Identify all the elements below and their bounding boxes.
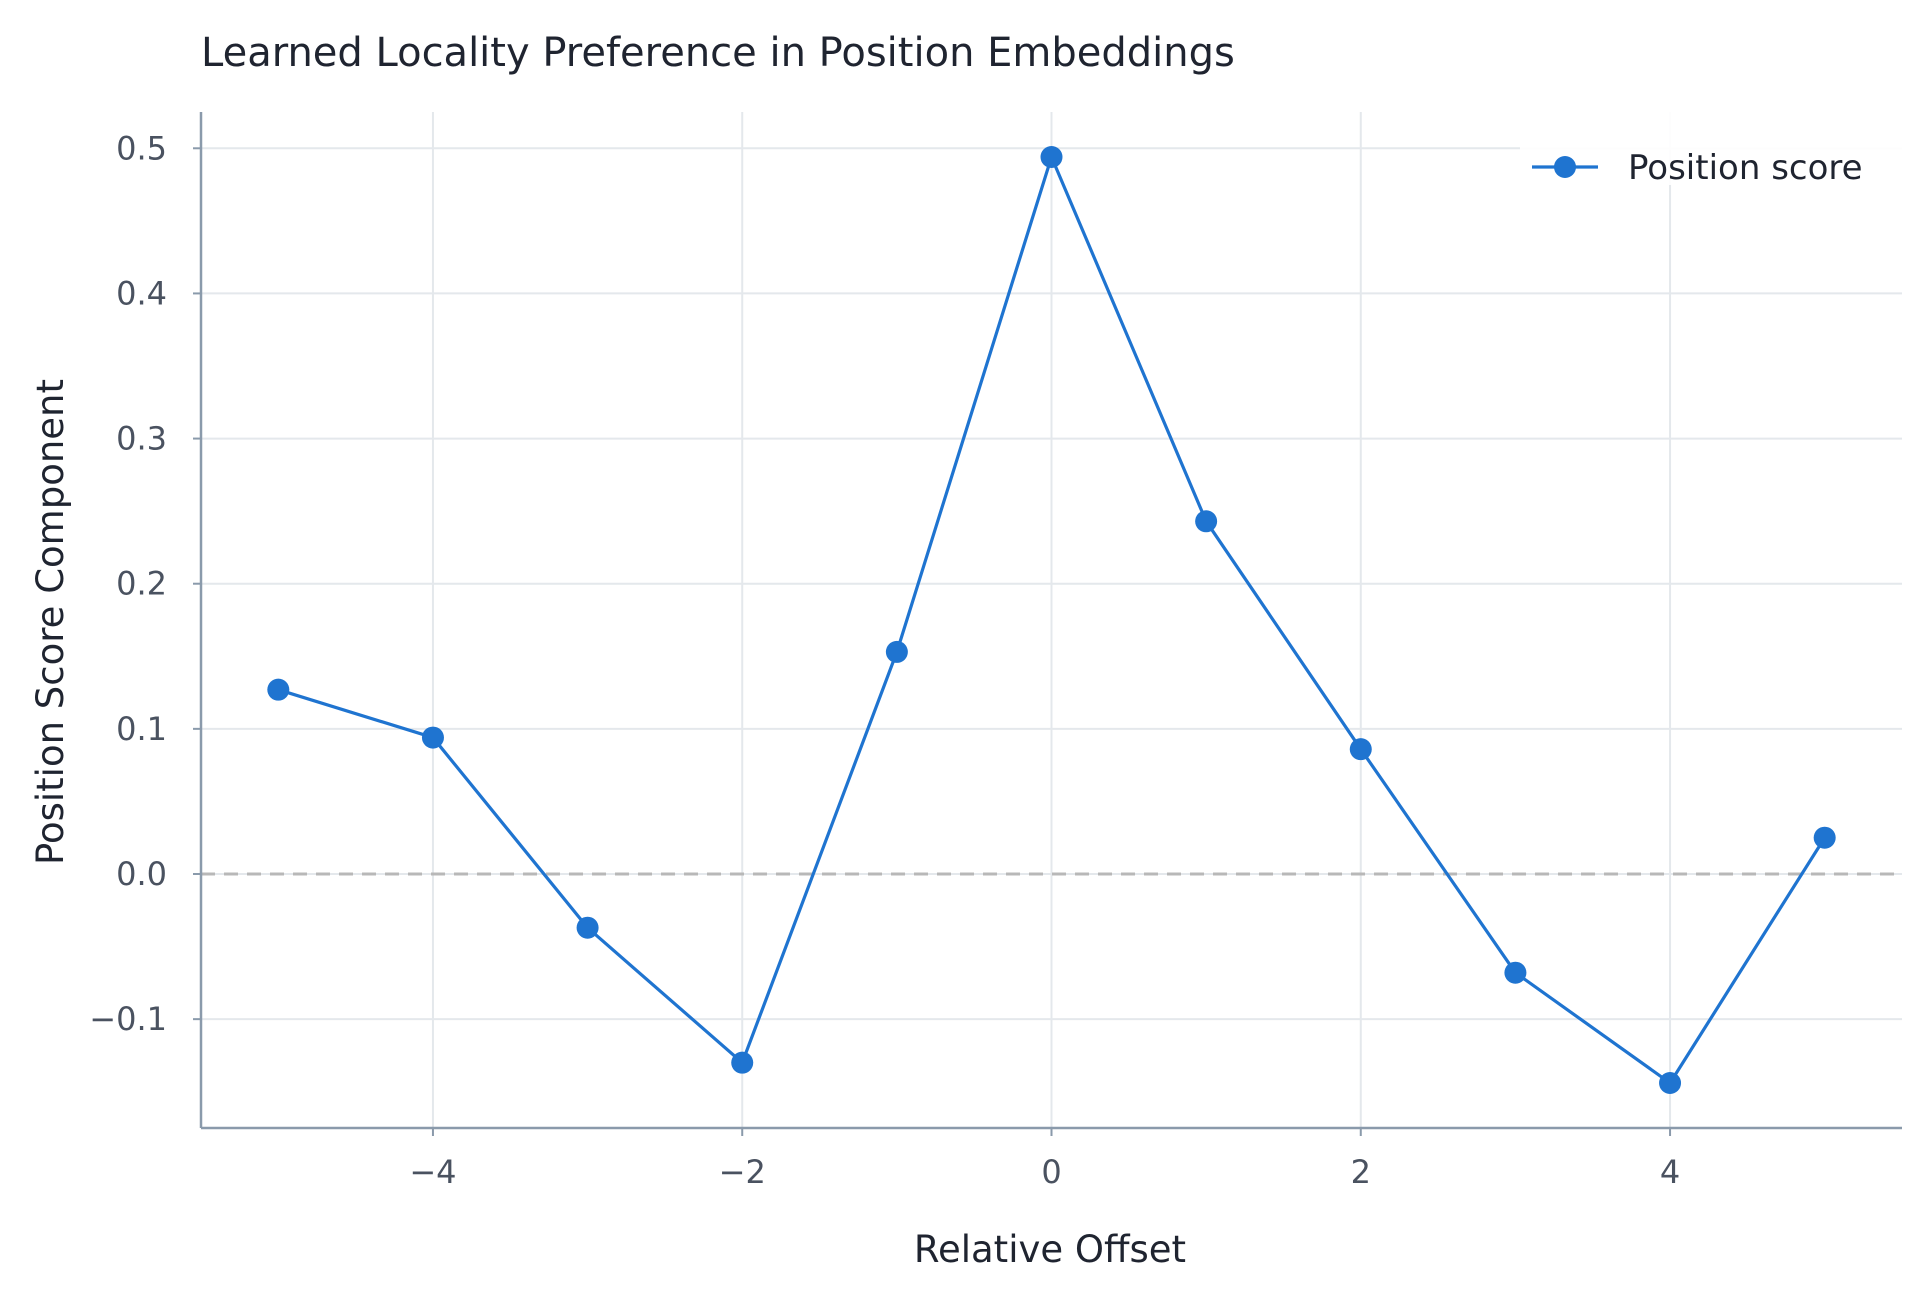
y-tick-label: 0.5 <box>116 129 167 167</box>
y-tick-label: 0.1 <box>116 710 167 748</box>
legend-marker <box>1554 156 1576 178</box>
data-point <box>1349 738 1372 761</box>
x-axis-ticks: −4 −2 0 2 4 <box>409 1128 1680 1191</box>
y-tick-label: 0.2 <box>116 565 167 603</box>
y-tick-label: 0.0 <box>116 855 167 893</box>
chart-title: Learned Locality Preference in Position … <box>201 30 1235 76</box>
x-tick-label: 4 <box>1660 1153 1680 1191</box>
y-tick-label: 0.4 <box>116 274 167 312</box>
x-tick-label: 0 <box>1041 1153 1061 1191</box>
x-tick-label: −4 <box>409 1153 456 1191</box>
data-point <box>1040 145 1063 168</box>
series <box>267 145 1836 1095</box>
y-axis-ticks: −0.1 0.0 0.1 0.2 0.3 0.4 0.5 <box>89 129 201 1038</box>
x-tick-label: 2 <box>1351 1153 1371 1191</box>
y-tick-label: −0.1 <box>89 1000 167 1038</box>
legend-box <box>1520 105 1910 185</box>
y-axis-label: Position Score Component <box>29 379 72 865</box>
legend: Position score <box>1520 105 1910 188</box>
data-point <box>885 640 908 663</box>
x-tick-label: −2 <box>719 1153 766 1191</box>
data-point <box>421 726 444 749</box>
y-tick-label: 0.3 <box>116 420 167 458</box>
data-point <box>1813 826 1836 849</box>
data-point <box>731 1051 754 1074</box>
data-point <box>576 916 599 939</box>
data-point <box>1195 510 1218 533</box>
data-point <box>1504 961 1527 984</box>
legend-label: Position score <box>1628 148 1863 188</box>
x-axis-label: Relative Offset <box>914 1228 1186 1271</box>
grid <box>201 112 1902 1128</box>
data-point <box>267 678 290 701</box>
data-point <box>1659 1072 1682 1095</box>
